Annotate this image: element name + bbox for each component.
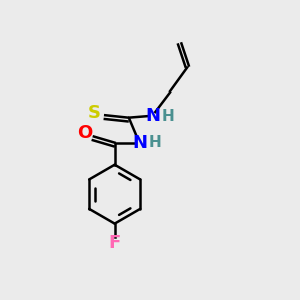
Text: S: S	[88, 104, 101, 122]
Text: F: F	[109, 234, 121, 252]
Text: H: H	[162, 109, 175, 124]
Text: N: N	[146, 107, 160, 125]
Text: O: O	[77, 124, 92, 142]
Text: H: H	[148, 135, 161, 150]
Text: N: N	[132, 134, 147, 152]
